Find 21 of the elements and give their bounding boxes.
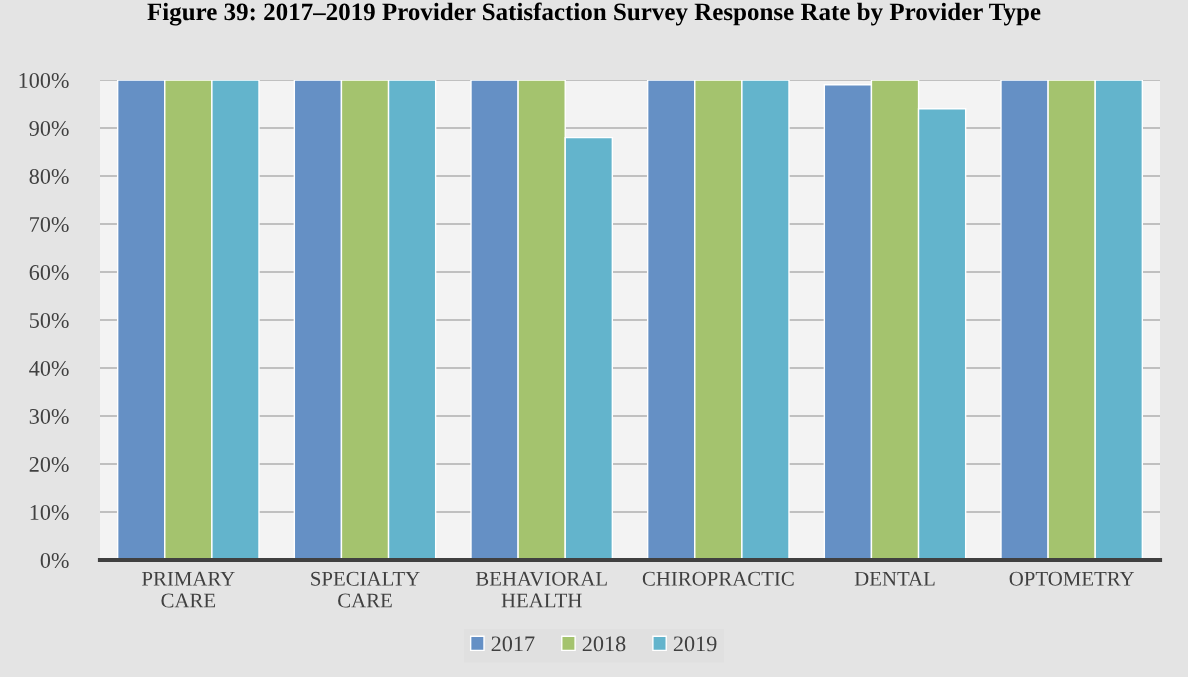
- y-tick-label: 90%: [29, 120, 69, 136]
- x-tick-label: CHIROPRACTIC: [642, 571, 794, 586]
- legend-label: 2019: [673, 636, 717, 652]
- x-tick-label: SPECIALTY CARE: [311, 571, 420, 608]
- chart-title: Figure 39: 2017–2019 Provider Satisfaction Survey Response Rate by Provider Type: [147, 2, 1041, 26]
- y-tick-label: 20%: [29, 456, 69, 472]
- legend-label: 2018: [582, 636, 626, 652]
- x-tick-label: PRIMARY CARE: [142, 571, 235, 608]
- y-tick-label: 30%: [29, 408, 69, 424]
- x-tick-label: OPTOMETRY: [1009, 571, 1135, 586]
- y-tick-label: 50%: [30, 312, 69, 328]
- y-tick-label: 60%: [29, 264, 69, 280]
- x-tick-label: BEHAVIORAL HEALTH: [475, 571, 607, 608]
- y-tick-label: 80%: [29, 168, 69, 184]
- y-tick-label: 100%: [19, 72, 69, 88]
- y-tick-label: 0%: [40, 552, 69, 568]
- x-tick-label: DENTAL: [854, 571, 935, 586]
- y-tick-label: 40%: [29, 360, 69, 376]
- y-tick-label: 70%: [30, 216, 69, 232]
- legend-label: 2017: [491, 636, 535, 652]
- y-tick-label: 10%: [30, 504, 69, 520]
